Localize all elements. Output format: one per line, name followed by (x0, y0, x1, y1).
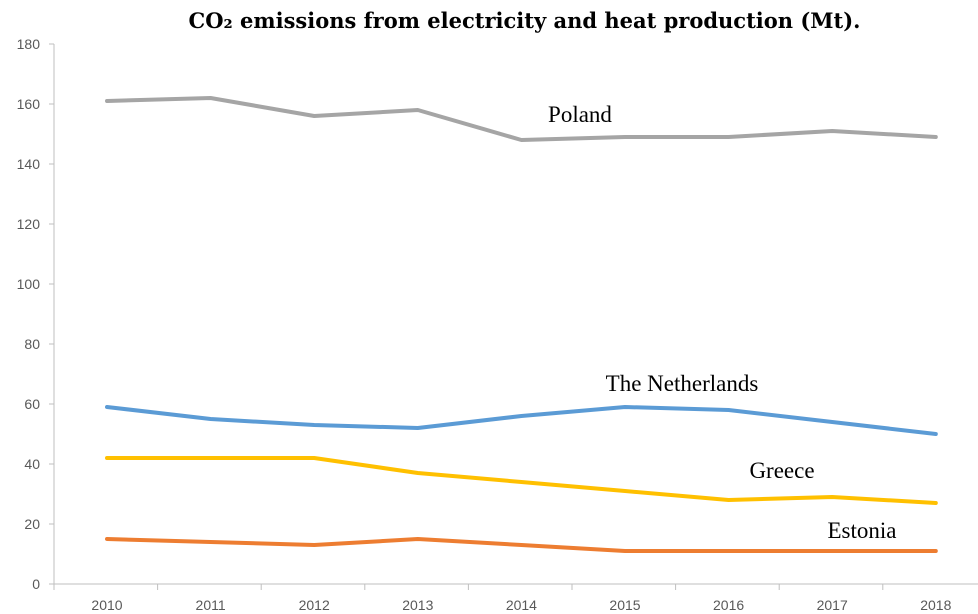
y-tick-label: 100 (17, 276, 41, 292)
x-tick-label: 2013 (402, 597, 433, 613)
series-line-the-netherlands (105, 405, 938, 436)
x-tick-label: 2012 (299, 597, 330, 613)
series-labels: Poland The Netherlands Greece Estonia (548, 102, 896, 543)
y-tick-label: 40 (24, 456, 40, 472)
y-tick-label: 0 (32, 576, 40, 592)
chart-title: CO₂ emissions from electricity and heat … (188, 8, 861, 33)
series-line-greece (105, 456, 938, 505)
series-label-estonia: Estonia (828, 518, 897, 543)
x-tick-label: 2014 (506, 597, 537, 613)
series-label-the-netherlands: The Netherlands (606, 371, 759, 396)
series-line-estonia (105, 537, 938, 553)
y-tick-label: 140 (17, 156, 41, 172)
series-label-poland: Poland (548, 102, 612, 127)
x-tick-label: 2016 (713, 597, 744, 613)
y-tick-label: 20 (24, 516, 40, 532)
y-tick-label: 80 (24, 336, 40, 352)
series-line-poland (105, 96, 938, 142)
y-tick-label: 120 (17, 216, 41, 232)
series-lines (105, 96, 938, 553)
x-tick-label: 2018 (920, 597, 951, 613)
y-tick-label: 60 (24, 396, 40, 412)
x-tick-label: 2011 (196, 597, 226, 613)
x-axis: 2010 2011 2012 2013 2014 2015 2016 2017 2018 (53, 583, 978, 613)
y-axis: 0 20 40 60 80 100 120 140 160 180 (17, 36, 55, 592)
series-label-greece: Greece (749, 458, 814, 483)
x-tick-label: 2010 (91, 597, 122, 613)
y-tick-label: 180 (17, 36, 41, 52)
x-tick-label: 2015 (609, 597, 640, 613)
y-tick-label: 160 (17, 96, 41, 112)
x-tick-label: 2017 (817, 597, 848, 613)
